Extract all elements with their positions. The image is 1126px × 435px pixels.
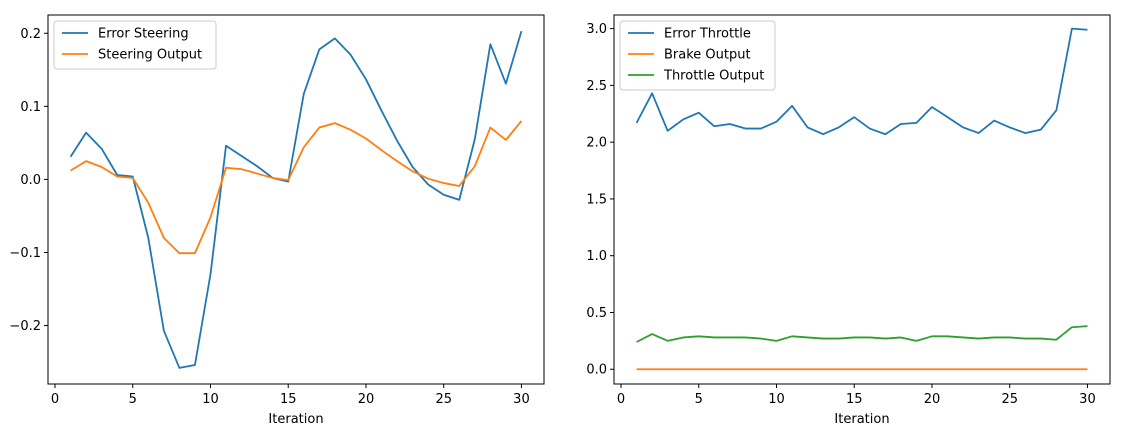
throttle-x-axis-label: Iteration bbox=[834, 412, 889, 427]
steering-y-tick-label: 0.1 bbox=[20, 100, 41, 115]
steering-x-tick-label: 20 bbox=[358, 392, 375, 407]
steering-y-tick-label: −0.1 bbox=[9, 246, 41, 261]
steering-x-tick-label: 15 bbox=[280, 392, 297, 407]
steering-x-tick-label: 30 bbox=[513, 392, 530, 407]
throttle-x-tick-label: 5 bbox=[695, 392, 703, 407]
steering-series-line-1 bbox=[70, 120, 523, 255]
throttle-legend-label-0: Error Throttle bbox=[664, 27, 751, 42]
steering-y-tick-label: 0.0 bbox=[20, 173, 41, 188]
steering-y-tick-label: 0.2 bbox=[20, 27, 41, 42]
steering-legend-label-1: Steering Output bbox=[98, 48, 202, 63]
steering-x-axis-label: Iteration bbox=[268, 412, 323, 427]
throttle-legend-label-2: Throttle Output bbox=[663, 69, 764, 84]
throttle-chart: Iteration 0 5 10 15 20 25 30 0.0 0.5 1.0 1.5 2.0 2.5… bbox=[586, 14, 1111, 427]
throttle-legend bbox=[619, 20, 776, 91]
throttle-x-tick-label: 10 bbox=[768, 392, 785, 407]
steering-legend bbox=[53, 20, 217, 70]
throttle-legend-label-1: Brake Output bbox=[664, 48, 751, 63]
throttle-series-line-2 bbox=[636, 325, 1088, 343]
throttle-x-tick-label: 20 bbox=[924, 392, 941, 407]
steering-y-tick-label: −0.2 bbox=[9, 319, 41, 334]
throttle-x-tick-label: 25 bbox=[1001, 392, 1018, 407]
throttle-y-tick-label: 3.0 bbox=[586, 22, 607, 37]
steering-axes-frame bbox=[47, 14, 545, 385]
steering-series-line-0 bbox=[69, 30, 523, 369]
steering-x-tick-label: 25 bbox=[435, 392, 452, 407]
steering-chart: Iteration 0 5 10 15 20 25 30 −0.2 −0.1 0.0 0.1 0.2 E… bbox=[9, 14, 545, 427]
throttle-y-tick-label: 2.5 bbox=[586, 79, 607, 94]
throttle-axes-frame bbox=[613, 14, 1111, 385]
throttle-series-line-0 bbox=[635, 27, 1088, 136]
steering-x-tick-label: 10 bbox=[202, 392, 219, 407]
throttle-y-tick-label: 1.0 bbox=[586, 249, 607, 264]
steering-legend-label-0: Error Steering bbox=[98, 27, 189, 42]
throttle-x-tick-label: 0 bbox=[617, 392, 625, 407]
throttle-y-tick-label: 2.0 bbox=[586, 136, 607, 151]
steering-x-tick-label: 5 bbox=[129, 392, 137, 407]
throttle-x-tick-label: 15 bbox=[846, 392, 863, 407]
throttle-y-tick-label: 1.5 bbox=[586, 192, 607, 207]
steering-x-tick-label: 0 bbox=[51, 392, 59, 407]
throttle-y-tick-label: 0.0 bbox=[586, 363, 607, 378]
throttle-x-tick-label: 30 bbox=[1079, 392, 1096, 407]
throttle-y-tick-label: 0.5 bbox=[586, 306, 607, 321]
